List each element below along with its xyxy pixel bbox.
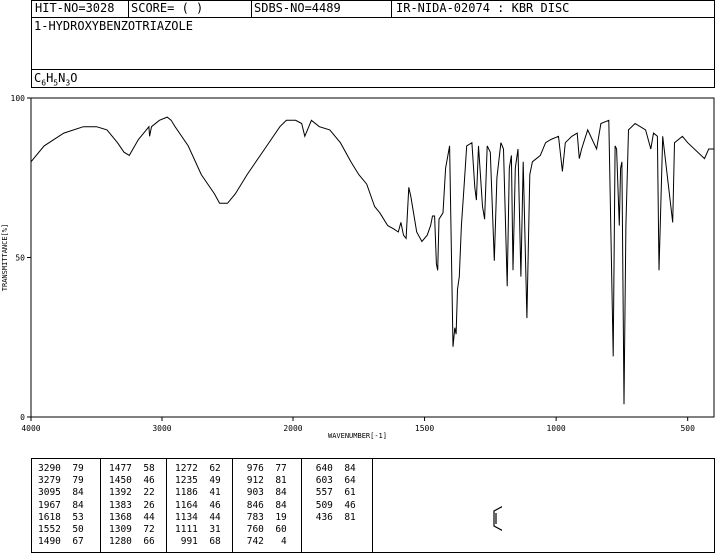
formula-element: H	[46, 71, 54, 85]
formula-count: 5	[53, 78, 59, 88]
peak-row: 1490 67	[38, 536, 84, 548]
peak-column: 1272 62 1235 49 1186 41 1164 46 1134 44 1111 …	[175, 463, 221, 548]
peak-row: 1392 22	[109, 487, 155, 499]
peak-row: 3095 84	[38, 487, 84, 499]
peak-table-divider	[301, 459, 302, 552]
peak-row: 760 60	[241, 524, 287, 536]
header-divider	[128, 0, 129, 17]
score: SCORE= ( )	[131, 1, 204, 15]
formula-count: 6	[41, 78, 47, 88]
peak-column: 976 77 912 81 903 84 846 84 783 19 760 6…	[241, 463, 287, 548]
x-tick-label: 4000	[21, 424, 40, 433]
compound-info-divider	[31, 69, 715, 70]
peak-row: 1450 46	[109, 475, 155, 487]
spectrum-line	[30, 116, 714, 405]
peak-row: 1272 62	[175, 463, 221, 474]
y-axis-label: TRANSMITTANCE[%]	[1, 224, 9, 291]
peak-row: 903 84	[241, 487, 287, 499]
peak-row: 1280 66	[109, 536, 155, 548]
x-axis-label: WAVENUMBER[-1]	[328, 432, 387, 440]
header-divider	[391, 0, 392, 17]
peak-row: 1164 46	[175, 499, 221, 511]
peak-row: 1383 26	[109, 499, 155, 511]
peak-table-divider	[166, 459, 167, 552]
y-tick-label: 100	[11, 94, 26, 103]
compound-name: 1-HYDROXYBENZOTRIAZOLE	[34, 19, 193, 33]
peak-row: 640 84	[310, 463, 356, 474]
header-divider	[251, 0, 252, 17]
peak-row: 846 84	[241, 499, 287, 511]
peak-table-divider	[372, 459, 373, 552]
formula-element: O	[70, 71, 78, 85]
peak-row: 1618 53	[38, 511, 84, 523]
peak-row: 1111 31	[175, 524, 221, 536]
x-tick-label: 1000	[546, 424, 565, 433]
formula-element: C	[34, 71, 42, 85]
formula-element: N	[58, 71, 66, 85]
peak-row: 912 81	[241, 475, 287, 487]
peak-table-divider	[100, 459, 101, 552]
hit-number: HIT-NO=3028	[35, 1, 115, 15]
peak-column: 1477 58 1450 46 1392 22 1383 26 1368 44 1309 …	[109, 463, 155, 548]
x-tick-label: 3000	[152, 424, 171, 433]
sdbs-number: SDBS-NO=4489	[254, 1, 341, 15]
formula-count: 3	[65, 78, 71, 88]
peak-row: 3279 79	[38, 475, 84, 487]
x-tick-label: 2000	[283, 424, 302, 433]
peak-row: 1552 50	[38, 524, 84, 536]
peak-table: 3290 79 3279 79 3095 84 1967 84 1618 53 1552 …	[31, 458, 715, 553]
peak-row: 1368 44	[109, 511, 155, 523]
peak-row: 1186 41	[175, 487, 221, 499]
molecular-formula: C6H5N3O	[34, 70, 77, 91]
y-tick-label: 50	[15, 254, 25, 263]
peak-row: 1309 72	[109, 524, 155, 536]
peak-column: 640 84 603 64 557 61 509 46 436 81	[310, 463, 356, 524]
peak-row: 509 46	[310, 499, 356, 511]
peak-row: 603 64	[310, 475, 356, 487]
peak-row: 1235 49	[175, 475, 221, 487]
peak-row: 436 81	[310, 511, 356, 523]
peak-row: 783 19	[241, 511, 287, 523]
peak-table-divider	[232, 459, 233, 552]
peak-row: 976 77	[241, 463, 287, 474]
peak-row: 1477 58	[109, 463, 155, 474]
benzene-ring	[493, 506, 502, 531]
x-tick-label: 1500	[415, 424, 434, 433]
molecular-structure: OH N N N	[493, 506, 502, 531]
peak-row: 3290 79	[38, 463, 84, 474]
peak-row: 557 61	[310, 487, 356, 499]
peak-row: 742 4	[241, 536, 287, 548]
y-tick-label: 0	[20, 413, 25, 422]
peak-row: 991 68	[175, 536, 221, 548]
ir-identifier: IR-NIDA-02074 : KBR DISC	[396, 1, 570, 15]
peak-row: 1967 84	[38, 499, 84, 511]
peak-column: 3290 79 3279 79 3095 84 1967 84 1618 53 1552 …	[38, 463, 84, 548]
x-tick-label: 500	[680, 424, 695, 433]
peak-row: 1134 44	[175, 511, 221, 523]
